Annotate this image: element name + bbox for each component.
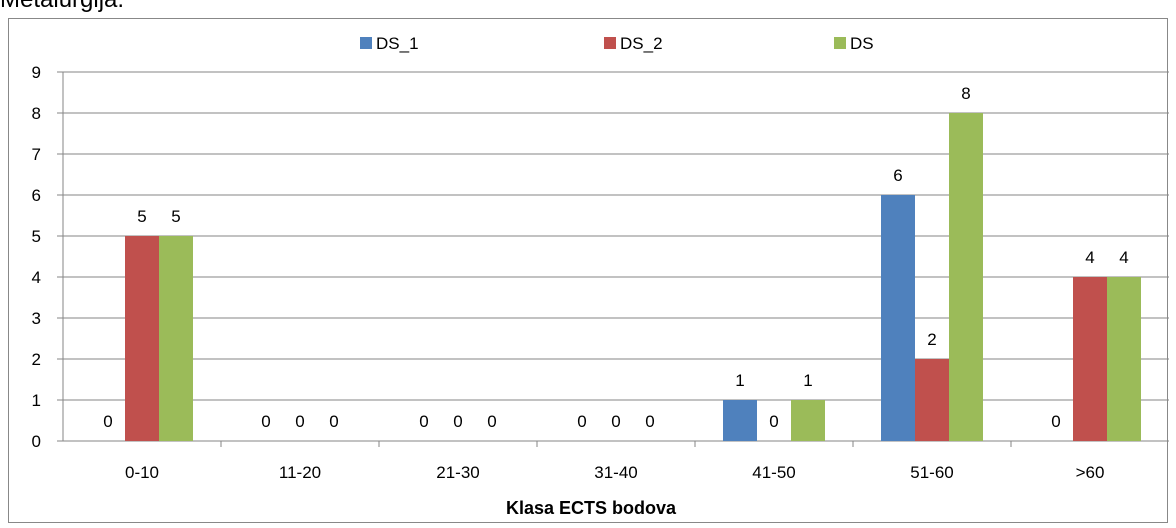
- bar-ds-2: [125, 236, 159, 441]
- y-tick-label: 4: [32, 268, 41, 287]
- bar-ds-2: [1073, 277, 1107, 441]
- data-label: 0: [453, 412, 462, 431]
- bar-ds: [159, 236, 193, 441]
- x-tick-label: 51-60: [910, 463, 953, 482]
- legend-swatch: [834, 37, 846, 49]
- data-labels: 0 5 5 0 0 0 0 0 0 0 0 0 1 0 1 6 2 8 0 4 4: [103, 84, 1128, 431]
- bar-ds-1: [881, 195, 915, 441]
- y-tick-label: 8: [32, 104, 41, 123]
- y-tick-label: 5: [32, 227, 41, 246]
- legend: DS_1 DS_2 DS: [360, 34, 874, 53]
- x-tick-label: 31-40: [594, 463, 637, 482]
- bar-ds-1: [723, 400, 757, 441]
- y-tick-label: 0: [32, 432, 41, 451]
- bar-ds: [1107, 277, 1141, 441]
- bar-ds: [949, 113, 983, 441]
- data-label: 4: [1085, 248, 1094, 267]
- data-label: 0: [577, 412, 586, 431]
- data-label: 0: [103, 412, 112, 431]
- legend-swatch: [604, 37, 616, 49]
- data-label: 4: [1119, 248, 1128, 267]
- y-tick-label: 7: [32, 145, 41, 164]
- x-tick-label: >60: [1076, 463, 1105, 482]
- legend-label: DS: [850, 34, 874, 53]
- data-label: 0: [329, 412, 338, 431]
- data-label: 0: [487, 412, 496, 431]
- legend-label: DS_2: [620, 34, 663, 53]
- data-label: 0: [261, 412, 270, 431]
- bar-ds-2: [915, 359, 949, 441]
- data-label: 1: [803, 371, 812, 390]
- y-tick-label: 1: [32, 391, 41, 410]
- y-tick-label: 3: [32, 309, 41, 328]
- x-tick-label: 21-30: [436, 463, 479, 482]
- data-label: 2: [927, 330, 936, 349]
- axes: 0 1 2 3 4 5 6 7 8 9 0-10 11-20 21-30 31-40 41-50 51-60 >…: [32, 63, 1169, 482]
- data-label: 0: [645, 412, 654, 431]
- data-label: 0: [1051, 412, 1060, 431]
- chart-area: 0 1 2 3 4 5 6 7 8 9 0-10 11-20 21-30 31-40 41-50 51-60 >…: [8, 18, 1169, 523]
- x-tick-label: 0-10: [125, 463, 159, 482]
- bars: [125, 113, 1141, 441]
- y-tick-label: 9: [32, 63, 41, 82]
- x-tick-label: 11-20: [279, 463, 321, 482]
- x-tick-label: 41-50: [752, 463, 795, 482]
- data-label: 0: [419, 412, 428, 431]
- data-label: 0: [295, 412, 304, 431]
- legend-swatch: [360, 37, 372, 49]
- data-label: 0: [611, 412, 620, 431]
- x-axis-title: Klasa ECTS bodova: [506, 498, 677, 518]
- data-label: 5: [137, 207, 146, 226]
- data-label: 8: [961, 84, 970, 103]
- data-label: 0: [769, 412, 778, 431]
- bar-chart: 0 1 2 3 4 5 6 7 8 9 0-10 11-20 21-30 31-40 41-50 51-60 >…: [32, 34, 1169, 518]
- page-heading-fragment: Metalurgija.: [0, 0, 124, 14]
- data-label: 5: [171, 207, 180, 226]
- data-label: 1: [735, 371, 744, 390]
- bar-ds: [791, 400, 825, 441]
- data-label: 6: [893, 166, 902, 185]
- y-tick-label: 2: [32, 350, 41, 369]
- legend-label: DS_1: [376, 34, 419, 53]
- gridlines: [63, 71, 1169, 401]
- y-tick-label: 6: [32, 186, 41, 205]
